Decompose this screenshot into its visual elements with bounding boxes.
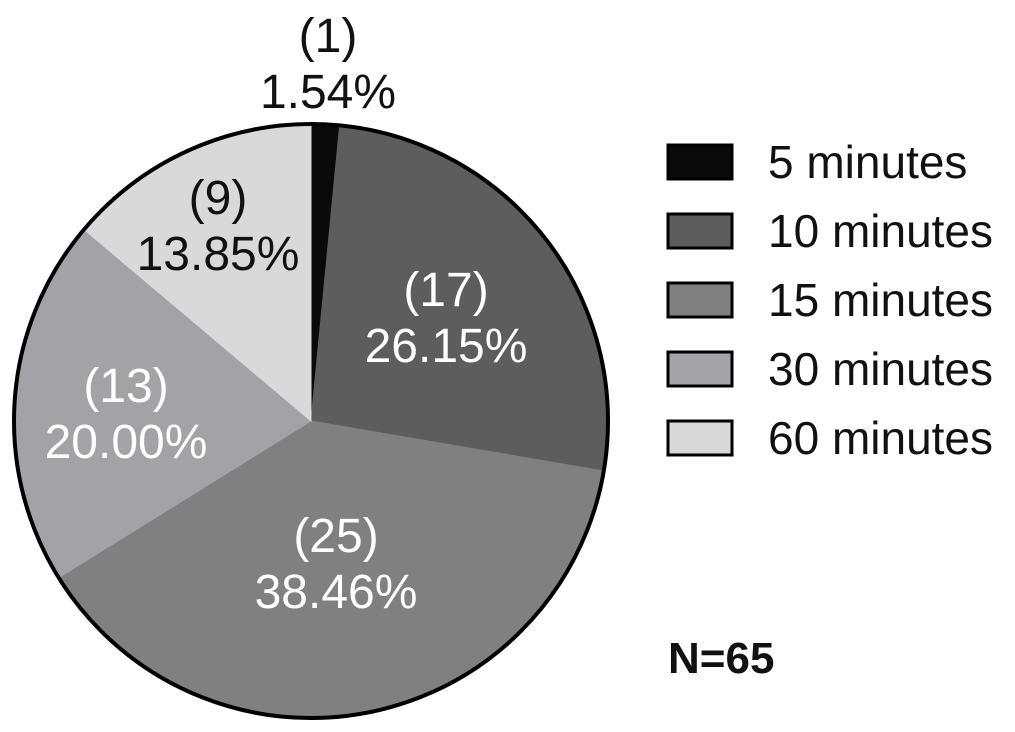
slice-labels: (1)1.54% (17)26.15% (25)38.46% (13)20.00% (9…: [45, 10, 528, 619]
slice-percent-label: 26.15%: [365, 320, 528, 373]
slice-percent-label: 38.46%: [255, 566, 418, 619]
legend-swatch: [666, 419, 734, 457]
legend-label: 60 minutes: [768, 412, 993, 464]
legend-label: 10 minutes: [768, 205, 993, 257]
legend-label: 5 minutes: [768, 136, 967, 188]
slice-percent-label: 1.54%: [260, 66, 396, 119]
legend-swatch: [666, 281, 734, 319]
legend: 5 minutes 10 minutes 15 minutes 30 minutes 6…: [666, 136, 993, 464]
legend-swatch: [666, 212, 734, 250]
slice-count-label: (25): [293, 510, 378, 563]
pie-slices: [13, 123, 609, 719]
slice-percent-label: 13.85%: [137, 228, 300, 281]
slice-count-label: (17): [403, 264, 488, 317]
sample-size-annotation: N=65: [668, 634, 774, 683]
slice-count-label: (13): [83, 360, 168, 413]
legend-label: 30 minutes: [768, 343, 993, 395]
slice-count-label: (9): [189, 172, 248, 225]
legend-label: 15 minutes: [768, 274, 993, 326]
slice-percent-label: 20.00%: [45, 416, 208, 469]
pie-outline: [12, 122, 610, 720]
legend-swatch: [666, 350, 734, 388]
legend-swatch: [666, 143, 734, 181]
slice-count-label: (1): [299, 10, 358, 63]
